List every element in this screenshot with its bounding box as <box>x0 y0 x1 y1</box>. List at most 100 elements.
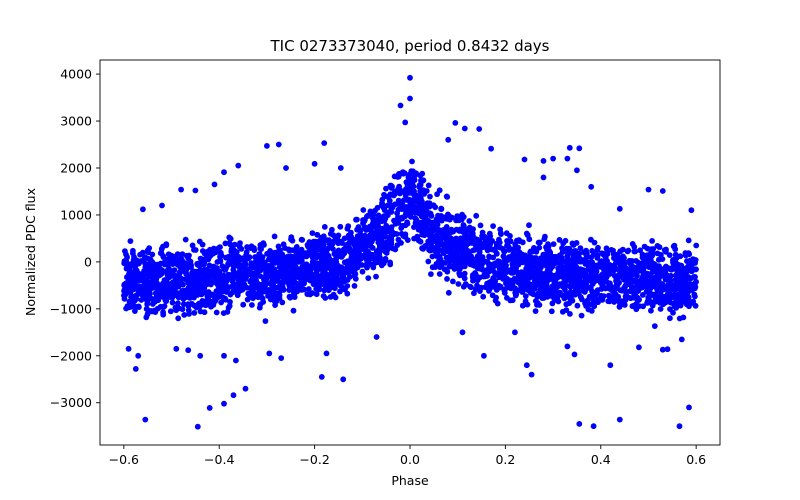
data-point <box>529 248 535 255</box>
data-point <box>455 265 462 272</box>
data-point <box>624 276 630 282</box>
data-point <box>286 293 293 300</box>
data-point <box>520 259 526 266</box>
outlier-point <box>221 169 227 176</box>
data-point <box>319 252 326 258</box>
data-point <box>472 275 479 281</box>
data-point <box>288 272 295 279</box>
data-point <box>556 237 563 243</box>
data-point <box>672 251 679 258</box>
data-point <box>123 305 129 312</box>
data-point <box>486 230 493 237</box>
data-point <box>272 302 278 308</box>
data-point <box>390 192 397 199</box>
data-point <box>160 254 167 260</box>
y-tick-label: 2000 <box>60 160 92 175</box>
data-point <box>547 260 554 267</box>
data-point <box>562 265 569 271</box>
data-point <box>217 253 223 260</box>
outlier-point <box>445 136 452 143</box>
data-point <box>616 303 623 310</box>
data-point <box>506 245 513 252</box>
data-point <box>130 247 136 254</box>
data-point <box>337 223 344 230</box>
data-point <box>486 288 492 294</box>
data-point <box>411 224 417 231</box>
data-point <box>275 270 282 277</box>
data-point <box>656 271 663 278</box>
outlier-point <box>311 160 318 167</box>
data-point <box>398 215 405 222</box>
outlier-point <box>566 144 573 151</box>
data-point <box>692 279 699 286</box>
data-point <box>212 249 219 256</box>
outlier-point <box>140 206 146 213</box>
data-point <box>340 250 346 256</box>
data-point <box>516 249 523 256</box>
data-point <box>600 277 607 284</box>
data-point <box>280 241 287 248</box>
data-point <box>419 198 425 205</box>
data-point <box>519 302 526 309</box>
data-point <box>661 247 668 254</box>
data-point <box>654 250 661 257</box>
y-tick-label: −1000 <box>50 301 92 316</box>
data-point <box>359 268 366 275</box>
data-point <box>657 300 664 306</box>
data-point <box>339 284 346 291</box>
data-point <box>236 243 243 250</box>
data-point <box>321 262 328 268</box>
data-point <box>628 288 635 295</box>
data-point <box>259 254 266 260</box>
data-point <box>346 248 353 255</box>
data-point <box>369 213 376 220</box>
data-point <box>612 260 619 267</box>
data-point <box>181 288 187 294</box>
x-tick-label: 0.2 <box>495 452 515 467</box>
data-point <box>186 311 192 317</box>
data-point <box>623 292 630 299</box>
data-point <box>434 191 440 198</box>
data-point <box>610 295 617 302</box>
outlier-point <box>540 158 547 164</box>
data-point <box>493 240 500 247</box>
data-point <box>461 256 467 263</box>
data-point <box>374 221 381 228</box>
data-point <box>536 244 543 251</box>
data-point <box>155 297 162 304</box>
data-point <box>501 248 508 255</box>
data-point <box>166 274 173 281</box>
data-point <box>143 306 150 312</box>
outlier-point <box>373 334 380 340</box>
data-point <box>280 287 287 293</box>
data-point <box>589 301 596 308</box>
data-point <box>456 247 463 254</box>
data-point <box>160 243 166 250</box>
data-point <box>171 267 178 273</box>
data-point <box>323 249 330 256</box>
data-point <box>588 236 594 243</box>
data-point <box>669 294 676 300</box>
outlier-point <box>142 416 149 423</box>
data-point <box>575 271 581 278</box>
data-point <box>497 261 504 268</box>
data-point <box>178 267 185 274</box>
outlier-point <box>402 119 409 126</box>
data-point <box>408 177 415 184</box>
data-point <box>649 266 656 273</box>
data-point <box>551 257 558 263</box>
data-point <box>667 306 673 312</box>
outlier-point <box>197 352 204 359</box>
data-point <box>300 286 307 293</box>
data-point <box>633 301 639 307</box>
data-point <box>314 231 321 238</box>
data-point <box>154 305 161 312</box>
data-point <box>172 304 179 311</box>
data-point <box>184 263 191 270</box>
data-point <box>671 284 678 291</box>
data-point <box>543 277 550 284</box>
data-point <box>333 259 340 265</box>
data-point <box>321 266 327 273</box>
data-point <box>127 288 134 294</box>
